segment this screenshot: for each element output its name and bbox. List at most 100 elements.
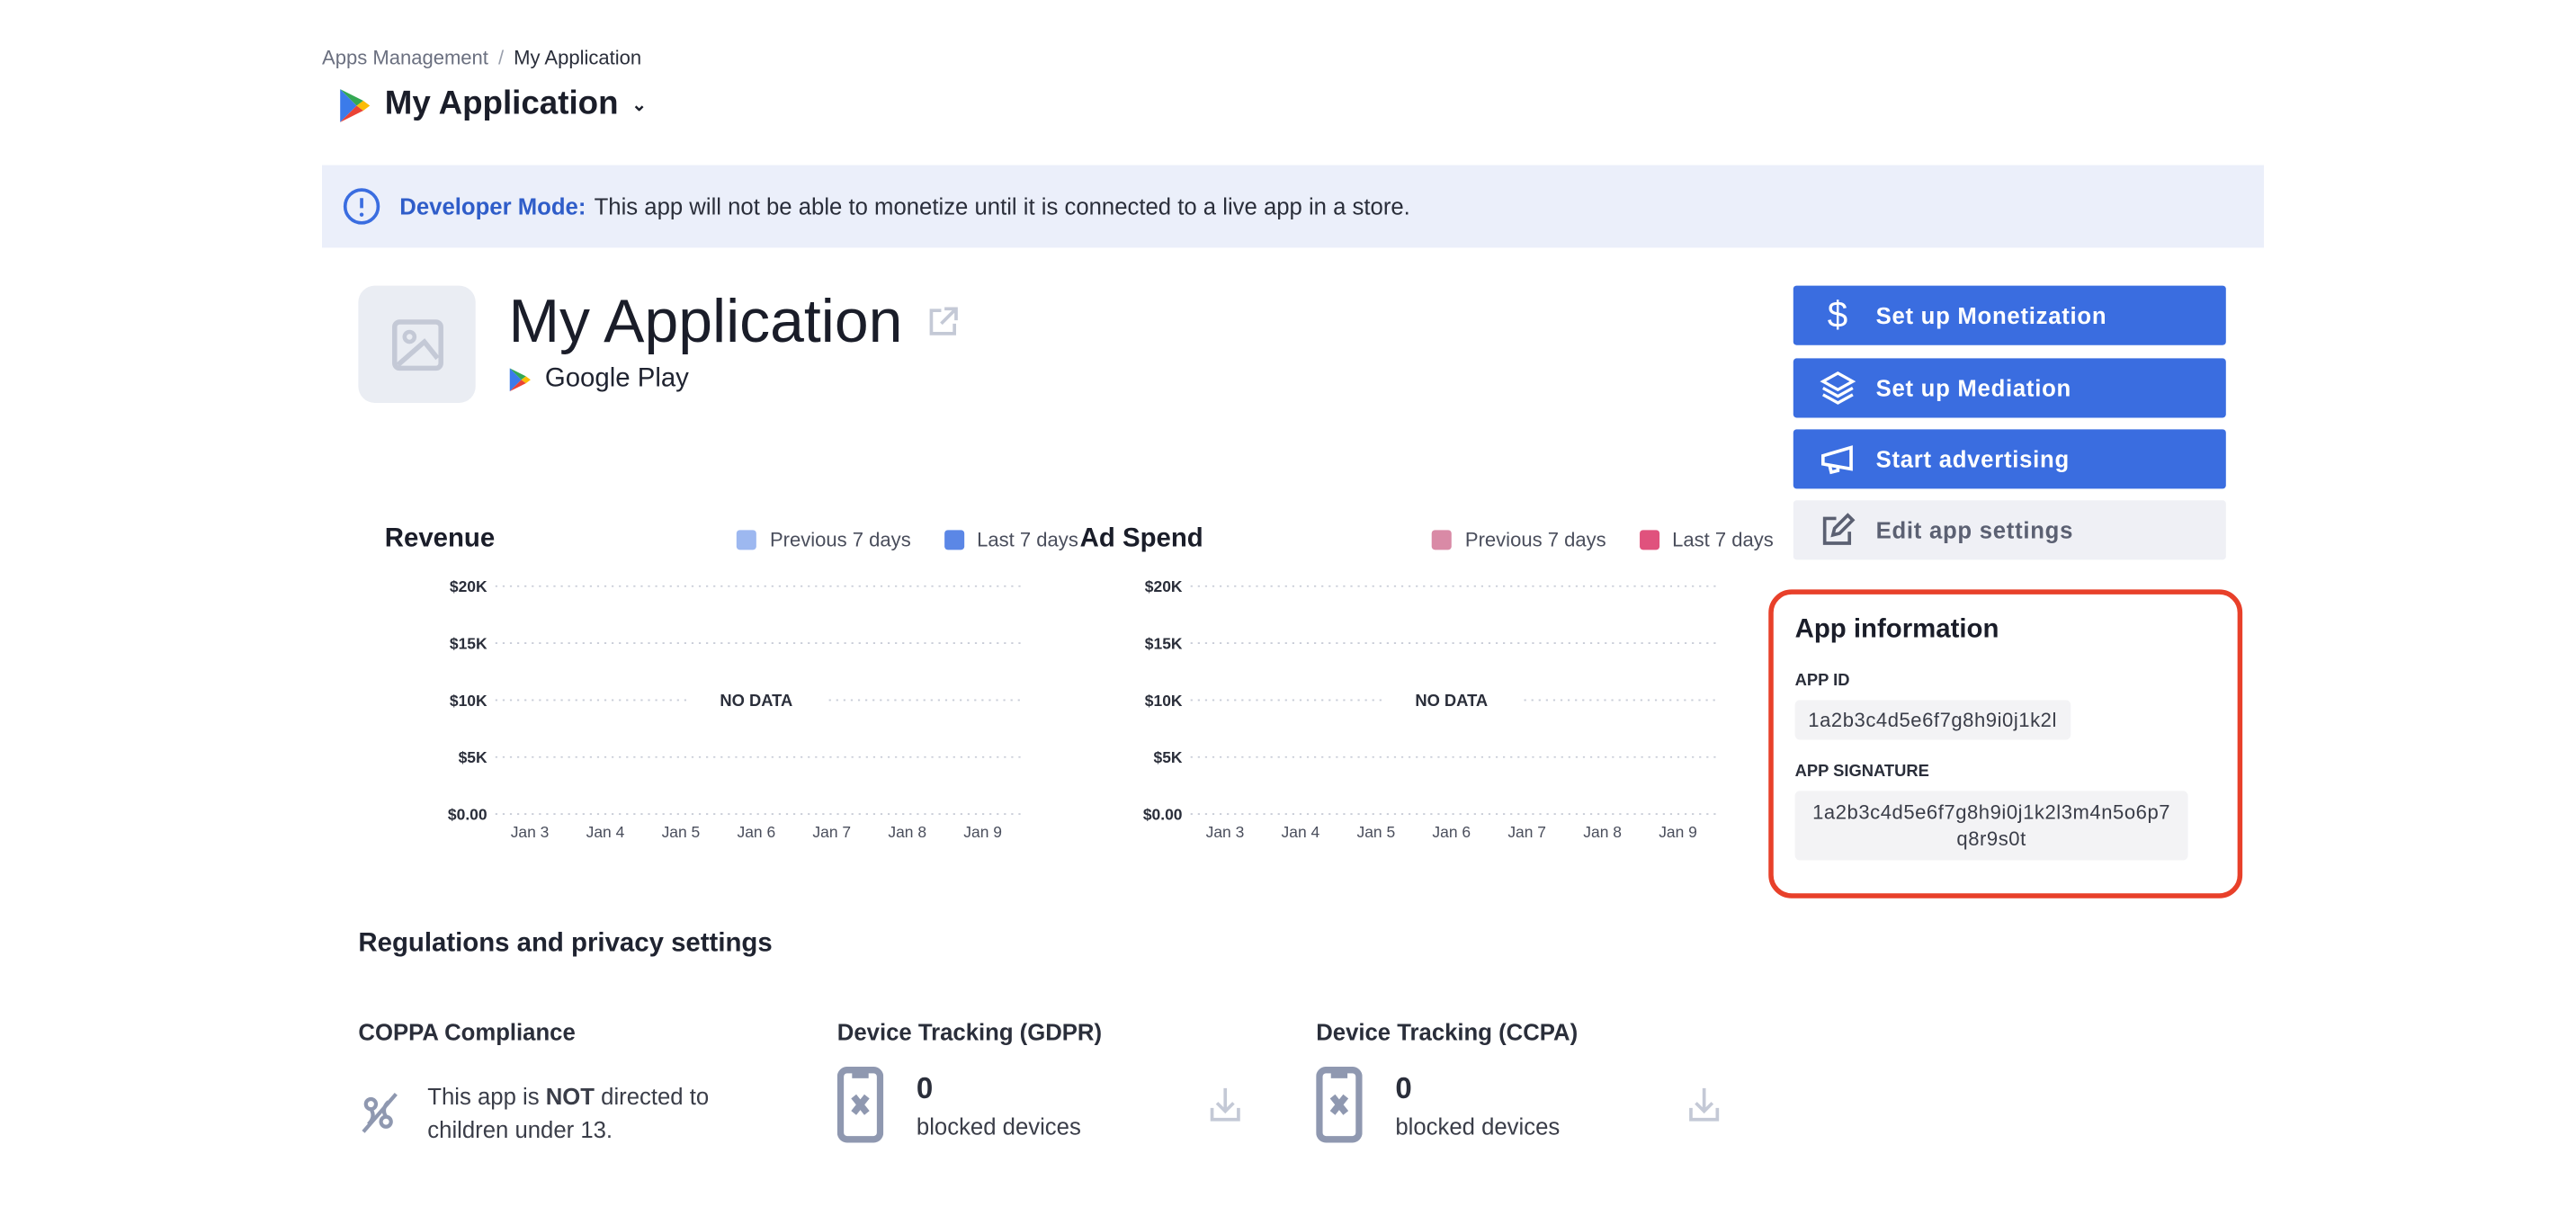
banner-label: Developer Mode: bbox=[399, 192, 586, 220]
y-tick-label: $5K bbox=[1154, 748, 1183, 766]
app-id-label: APP ID bbox=[1794, 672, 1850, 691]
setup-mediation-label: Set up Mediation bbox=[1875, 374, 2071, 402]
app-title-text: My Application bbox=[508, 287, 903, 355]
info-alert-icon bbox=[343, 188, 380, 225]
x-tick-label: Jan 6 bbox=[1432, 823, 1471, 841]
edit-app-settings-button[interactable]: Edit app settings bbox=[1793, 500, 2226, 560]
y-tick-label: $20K bbox=[450, 577, 487, 595]
x-tick-label: Jan 5 bbox=[1356, 823, 1395, 841]
legend-swatch bbox=[944, 530, 964, 550]
coppa-section: COPPA Compliance This app is NOT directe… bbox=[358, 1019, 787, 1146]
app-information-title: App information bbox=[1794, 615, 1999, 645]
breadcrumb: Apps Management / My Application bbox=[322, 46, 641, 69]
x-tick-label: Jan 5 bbox=[662, 823, 701, 841]
ccpa-count-label: blocked devices bbox=[1395, 1112, 1561, 1139]
coppa-text-pre: This app is bbox=[427, 1083, 546, 1110]
layers-icon bbox=[1820, 371, 1856, 405]
app-switcher[interactable]: My Application ⌄ bbox=[338, 85, 647, 123]
chevron-down-icon: ⌄ bbox=[631, 95, 648, 116]
coppa-text-bold: NOT bbox=[545, 1083, 595, 1110]
legend-label: Previous 7 days bbox=[769, 528, 911, 552]
start-advertising-label: Start advertising bbox=[1875, 445, 2070, 473]
gdpr-count-label: blocked devices bbox=[916, 1112, 1081, 1139]
legend-swatch bbox=[1432, 530, 1453, 550]
chart-title: Ad Spend bbox=[1079, 524, 1203, 554]
app-signature-value[interactable]: 1a2b3c4d5e6f7g8h9i0j1k2l3m4n5o6p7q8r9s0t bbox=[1794, 791, 2188, 861]
x-tick-label: Jan 4 bbox=[586, 823, 625, 841]
dollar-icon: $ bbox=[1827, 293, 1848, 335]
ccpa-section: Device Tracking (CCPA) 0 blocked devices bbox=[1316, 1019, 1721, 1143]
x-tick-label: Jan 6 bbox=[738, 823, 776, 841]
x-tick-label: Jan 9 bbox=[1659, 823, 1697, 841]
x-tick-label: Jan 8 bbox=[1583, 823, 1622, 841]
empty-state-text: NO DATA bbox=[720, 691, 792, 710]
coppa-title: COPPA Compliance bbox=[358, 1018, 576, 1046]
gdpr-count: 0 bbox=[916, 1070, 934, 1104]
chart-plot: $0.00 $5K NO DATA $10K $15K $20K Jan 3 Jan 4 Jan… bbox=[448, 577, 1024, 841]
image-icon bbox=[391, 318, 443, 371]
chart-legend: Previous 7 days Last 7 days bbox=[1432, 528, 1774, 551]
store-info: Google Play bbox=[508, 364, 689, 395]
chart-title: Revenue bbox=[384, 524, 496, 554]
external-link-icon[interactable] bbox=[926, 306, 959, 339]
banner-message: This app will not be able to monetize un… bbox=[594, 192, 1410, 220]
app-title: My Application bbox=[508, 287, 958, 356]
legend-item[interactable]: Previous 7 days bbox=[737, 528, 911, 552]
chart-legend: Previous 7 days Last 7 days bbox=[737, 528, 1078, 551]
x-tick-label: Jan 8 bbox=[888, 823, 926, 841]
x-tick-label: Jan 4 bbox=[1282, 823, 1320, 841]
setup-mediation-button[interactable]: Set up Mediation bbox=[1793, 358, 2226, 418]
download-icon[interactable] bbox=[1209, 1086, 1242, 1122]
y-tick-label: $10K bbox=[1145, 692, 1183, 710]
y-tick-label: $15K bbox=[1145, 635, 1183, 653]
legend-label: Last 7 days bbox=[977, 528, 1078, 552]
developer-mode-banner: Developer Mode: This app will not be abl… bbox=[322, 165, 2265, 248]
x-tick-label: Jan 3 bbox=[511, 823, 550, 841]
ad-spend-chart: $0.00 $5K NO DATA $10K $15K $20K Jan 3 Jan 4 Jan… bbox=[1080, 525, 1774, 855]
x-tick-label: Jan 3 bbox=[1206, 823, 1245, 841]
x-tick-label: Jan 9 bbox=[963, 823, 1002, 841]
legend-item[interactable]: Previous 7 days bbox=[1432, 528, 1606, 551]
edit-app-settings-label: Edit app settings bbox=[1875, 516, 2074, 544]
google-play-icon bbox=[340, 88, 371, 121]
legend-label: Last 7 days bbox=[1672, 528, 1774, 552]
store-name: Google Play bbox=[544, 364, 689, 393]
y-tick-label: $20K bbox=[1145, 577, 1183, 595]
y-tick-label: $5K bbox=[459, 748, 487, 766]
download-icon[interactable] bbox=[1687, 1086, 1721, 1122]
y-tick-label: $0.00 bbox=[448, 806, 487, 824]
app-information-panel: App information APP ID 1a2b3c4d5e6f7g8h9… bbox=[1768, 589, 2243, 899]
google-play-icon bbox=[509, 368, 531, 392]
breadcrumb-current: My Application bbox=[514, 46, 642, 70]
coppa-text-post: directed to children under 13. bbox=[427, 1083, 710, 1143]
legend-swatch bbox=[1639, 530, 1659, 550]
ccpa-title: Device Tracking (CCPA) bbox=[1316, 1018, 1579, 1046]
legend-item[interactable]: Last 7 days bbox=[1639, 528, 1774, 552]
x-tick-label: Jan 7 bbox=[812, 823, 851, 841]
legend-item[interactable]: Last 7 days bbox=[944, 528, 1078, 551]
app-id-value[interactable]: 1a2b3c4d5e6f7g8h9i0j1k2l bbox=[1794, 700, 2071, 740]
gdpr-title: Device Tracking (GDPR) bbox=[836, 1018, 1103, 1046]
x-tick-label: Jan 7 bbox=[1507, 823, 1546, 841]
y-tick-label: $15K bbox=[450, 635, 487, 653]
empty-state-text: NO DATA bbox=[1415, 691, 1488, 710]
coppa-text: This app is NOT directed to children und… bbox=[427, 1080, 787, 1146]
y-tick-label: $0.00 bbox=[1143, 806, 1183, 824]
setup-monetization-label: Set up Monetization bbox=[1875, 301, 2107, 329]
legend-label: Previous 7 days bbox=[1464, 528, 1606, 552]
start-advertising-button[interactable]: Start advertising bbox=[1793, 429, 2226, 489]
app-icon-placeholder bbox=[358, 285, 476, 403]
child-restricted-icon bbox=[362, 1093, 398, 1133]
setup-monetization-button[interactable]: $ Set up Monetization bbox=[1793, 285, 2226, 345]
megaphone-icon bbox=[1820, 445, 1853, 475]
blocked-device-icon bbox=[836, 1066, 884, 1143]
y-tick-label: $10K bbox=[450, 692, 487, 710]
regulations-title: Regulations and privacy settings bbox=[358, 929, 773, 958]
breadcrumb-apps-management[interactable]: Apps Management bbox=[322, 46, 488, 70]
breadcrumb-separator: / bbox=[497, 46, 505, 70]
app-signature-label: APP SIGNATURE bbox=[1794, 763, 1929, 782]
gdpr-section: Device Tracking (GDPR) 0 blocked devices bbox=[836, 1018, 1242, 1143]
app-switcher-label: My Application bbox=[384, 85, 619, 122]
edit-icon bbox=[1822, 513, 1856, 545]
chart-plot: $0.00 $5K NO DATA $10K $15K $20K Jan 3 Jan 4 Jan… bbox=[1143, 577, 1720, 841]
